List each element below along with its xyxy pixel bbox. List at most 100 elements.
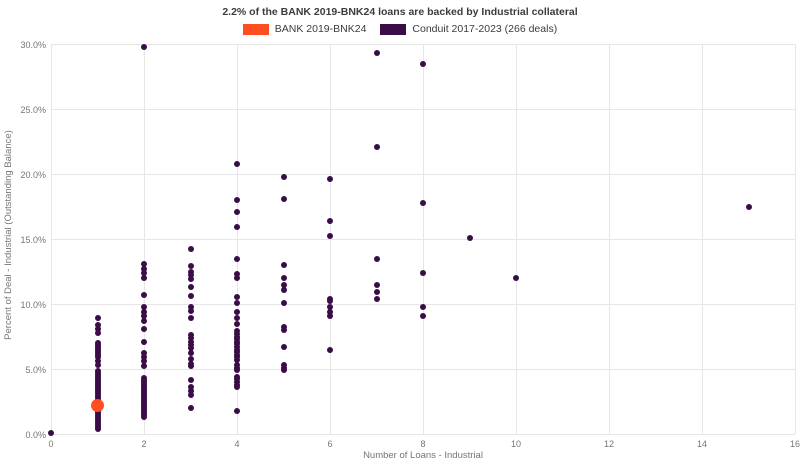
x-tick-label: 2 bbox=[141, 439, 147, 449]
data-point bbox=[373, 289, 380, 296]
data-point bbox=[327, 303, 333, 310]
data-point bbox=[280, 262, 287, 268]
data-point bbox=[141, 303, 147, 310]
data-point bbox=[141, 363, 147, 370]
data-point bbox=[141, 260, 147, 267]
data-point bbox=[187, 284, 194, 291]
data-point bbox=[327, 298, 333, 305]
data-point bbox=[234, 300, 240, 307]
plot-area bbox=[48, 43, 796, 436]
data-point bbox=[187, 384, 194, 391]
data-point bbox=[280, 173, 287, 180]
data-point bbox=[280, 281, 287, 288]
data-point bbox=[187, 263, 194, 270]
y-tick-label: 0.0% bbox=[25, 430, 46, 440]
data-point bbox=[187, 246, 194, 253]
x-tick-label: 0 bbox=[48, 439, 54, 449]
data-point bbox=[280, 195, 287, 202]
data-point bbox=[187, 355, 194, 362]
legend-label-conduit: Conduit 2017-2023 (266 deals) bbox=[412, 23, 558, 35]
data-point bbox=[94, 358, 101, 365]
data-point bbox=[187, 405, 194, 411]
data-point bbox=[420, 312, 426, 319]
data-point bbox=[187, 392, 194, 398]
data-point bbox=[280, 367, 287, 374]
data-point bbox=[94, 330, 101, 337]
data-point bbox=[187, 377, 194, 384]
data-point bbox=[187, 363, 194, 370]
data-point bbox=[373, 281, 380, 288]
x-gridline bbox=[423, 44, 424, 434]
data-point bbox=[187, 341, 194, 348]
data-point bbox=[234, 271, 240, 278]
data-point bbox=[234, 197, 240, 203]
data-point bbox=[187, 303, 194, 310]
legend-swatch-bank bbox=[242, 23, 269, 35]
data-point bbox=[187, 338, 194, 345]
data-point bbox=[187, 332, 194, 339]
data-point bbox=[94, 326, 101, 333]
data-point bbox=[280, 327, 287, 333]
data-point bbox=[234, 407, 240, 414]
data-point bbox=[141, 269, 147, 276]
y-tick-label: 10.0% bbox=[20, 300, 46, 310]
data-point bbox=[141, 354, 147, 361]
data-point bbox=[94, 315, 101, 322]
x-gridline bbox=[609, 44, 610, 434]
legend-swatch-conduit bbox=[380, 23, 407, 35]
data-point bbox=[94, 353, 101, 360]
data-point bbox=[234, 160, 240, 167]
data-point bbox=[420, 269, 426, 276]
data-point bbox=[420, 199, 426, 206]
data-point bbox=[141, 275, 147, 281]
data-point bbox=[234, 315, 240, 322]
x-gridline bbox=[144, 44, 145, 434]
data-point bbox=[234, 356, 240, 363]
data-point bbox=[187, 272, 194, 279]
data-point bbox=[234, 275, 240, 281]
x-gridline bbox=[330, 44, 331, 434]
data-point bbox=[94, 321, 101, 328]
data-point bbox=[327, 346, 333, 353]
data-point bbox=[327, 217, 333, 224]
legend-item-bank: BANK 2019-BNK24 bbox=[242, 23, 366, 35]
chart-title: 2.2% of the BANK 2019-BNK24 loans are ba… bbox=[222, 6, 578, 18]
data-point bbox=[94, 362, 101, 369]
data-point bbox=[373, 143, 380, 150]
data-point bbox=[91, 398, 104, 412]
data-point bbox=[141, 414, 147, 421]
data-point bbox=[234, 255, 240, 262]
x-tick-label: 16 bbox=[789, 439, 800, 449]
data-point bbox=[327, 176, 333, 183]
data-point bbox=[141, 350, 147, 357]
y-gridline bbox=[51, 434, 795, 435]
data-point bbox=[513, 275, 519, 281]
data-point bbox=[187, 276, 194, 283]
y-tick-label: 25.0% bbox=[20, 105, 46, 115]
data-point bbox=[141, 325, 147, 332]
data-point bbox=[48, 429, 54, 436]
x-tick-label: 6 bbox=[327, 439, 333, 449]
data-point bbox=[280, 286, 287, 293]
data-point bbox=[234, 224, 240, 231]
x-gridline bbox=[702, 44, 703, 434]
data-point bbox=[141, 317, 147, 324]
data-point bbox=[141, 312, 147, 319]
x-gridline bbox=[516, 44, 517, 434]
data-point bbox=[280, 300, 287, 307]
y-tick-label: 30.0% bbox=[20, 40, 46, 50]
data-point bbox=[141, 291, 147, 298]
data-point bbox=[234, 208, 240, 215]
data-point bbox=[420, 303, 426, 310]
data-point bbox=[187, 388, 194, 395]
x-tick-label: 8 bbox=[420, 439, 426, 449]
data-point bbox=[745, 203, 752, 210]
data-point bbox=[187, 335, 194, 342]
data-point bbox=[187, 268, 194, 275]
data-point bbox=[141, 358, 147, 365]
data-point bbox=[141, 308, 147, 315]
x-gridline bbox=[237, 44, 238, 434]
x-gridline bbox=[795, 44, 796, 434]
x-tick-label: 10 bbox=[510, 439, 521, 449]
